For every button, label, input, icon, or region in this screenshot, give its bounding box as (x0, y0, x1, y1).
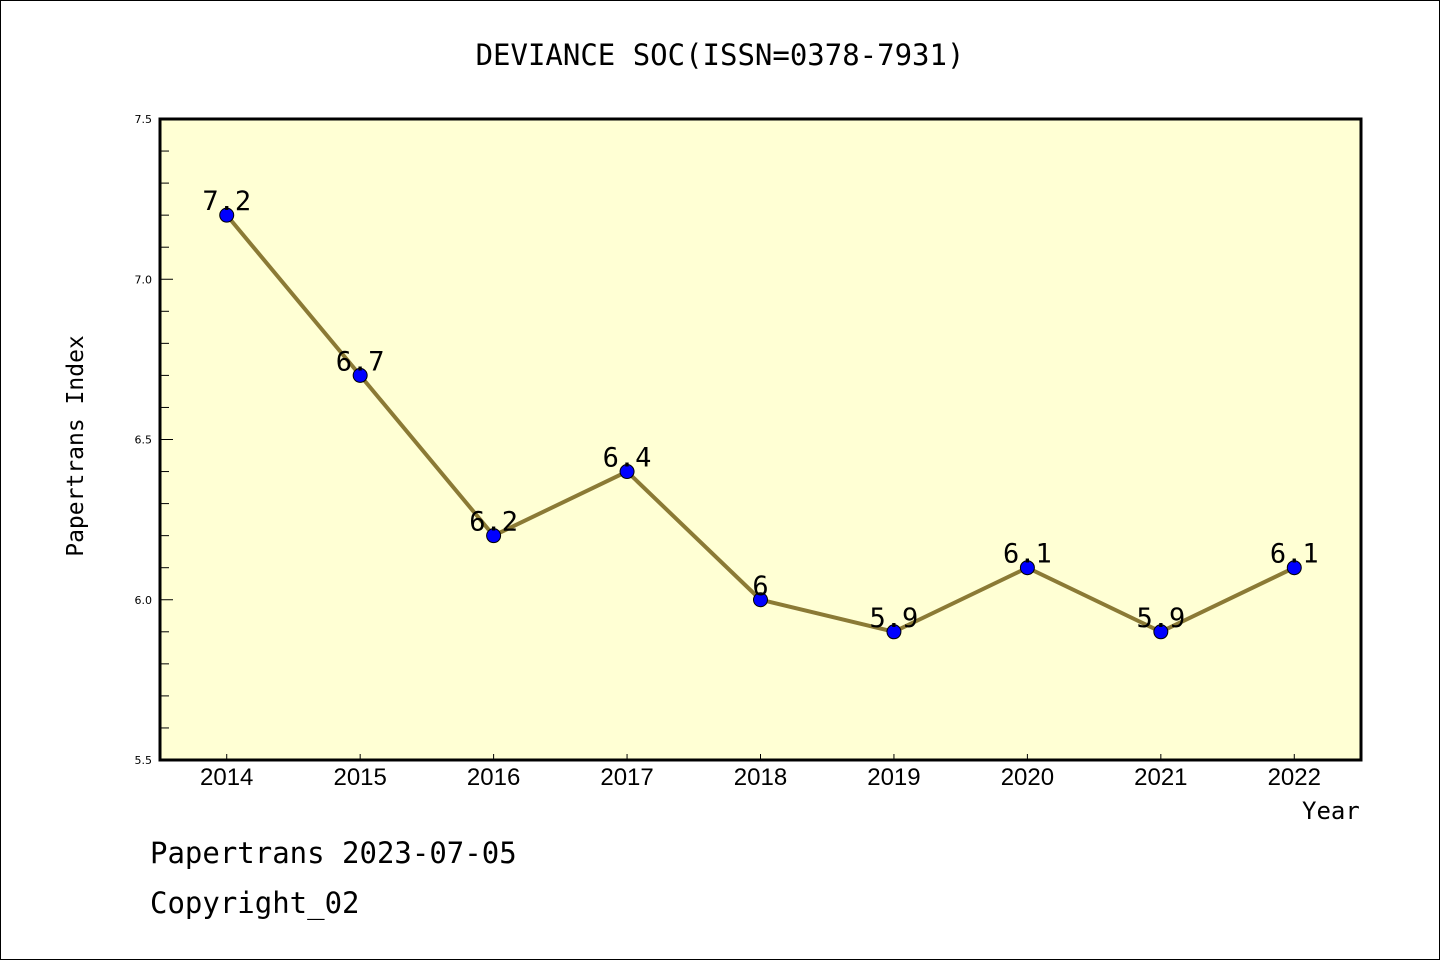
plot-border (158, 117, 1363, 762)
data-label: 6.2 (469, 507, 518, 538)
data-point (753, 592, 768, 608)
x-tick-label: 2022 (1268, 764, 1321, 791)
y-tick-label: 7.0 (135, 273, 153, 286)
y-tick-label: 6.0 (135, 594, 153, 607)
chart-title: DEVIANCE SOC(ISSN=0378-7931) (475, 38, 965, 72)
y-tick-label: 5.5 (135, 754, 153, 767)
data-label: 7.2 (202, 186, 251, 217)
data-point (886, 624, 902, 640)
x-tick-label: 2018 (734, 764, 787, 791)
x-tick-label: 2017 (600, 764, 653, 791)
data-label: 5.9 (870, 603, 919, 634)
data-point (219, 207, 235, 223)
x-tick-label: 2015 (333, 764, 386, 791)
x-tick-label: 2016 (467, 764, 520, 791)
plot-area (160, 119, 1361, 760)
x-tick-label: 2021 (1134, 764, 1187, 791)
footer-date: Papertrans 2023-07-05 (150, 836, 517, 870)
data-label: 6 (752, 571, 768, 602)
x-tick-label: 2020 (1001, 764, 1054, 791)
data-point (1153, 624, 1169, 640)
data-point (486, 528, 502, 544)
footer-copyright: Copyright_02 (150, 886, 360, 920)
data-point (619, 464, 635, 480)
data-point (1019, 560, 1035, 576)
data-label: 6.7 (336, 346, 385, 377)
x-tick-label: 2014 (200, 764, 253, 791)
x-axis-label: Year (1302, 797, 1360, 825)
y-tick-label: 6.5 (135, 434, 153, 447)
data-label: 6.1 (1003, 539, 1052, 570)
data-label: 6.1 (1270, 539, 1319, 570)
data-point (1286, 560, 1302, 576)
data-label: 6.4 (603, 443, 652, 474)
x-tick-label: 2019 (867, 764, 920, 791)
y-tick-label: 7.5 (135, 113, 153, 126)
data-label: 5.9 (1136, 603, 1185, 634)
data-point (352, 367, 368, 383)
